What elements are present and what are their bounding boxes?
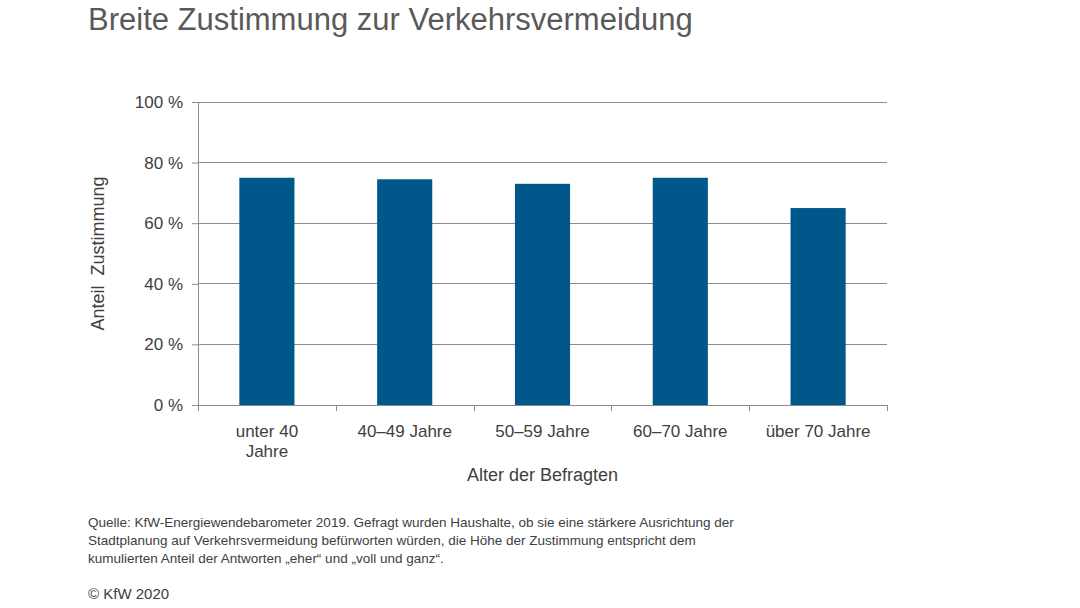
x-tick-label: unter 40Jahre	[236, 422, 298, 461]
y-tick-label: 40 %	[144, 275, 183, 294]
y-axis-line	[198, 103, 199, 406]
y-tick-mark	[192, 344, 198, 345]
y-tick-label: 100 %	[135, 93, 183, 112]
y-axis: 0 % 20 % 40 % 60 % 80 % 100 %	[135, 93, 199, 415]
grid-line	[198, 102, 887, 103]
category-separator	[749, 405, 750, 411]
annotation: Quelle: KfW-Energiewendebarometer 2019. …	[88, 515, 734, 530]
x-tick: unter 40Jahre	[236, 405, 298, 461]
x-tick: 60–70 Jahre	[633, 405, 728, 441]
x-axis: unter 40Jahre 40–49 Jahre 50–59 Jahre 60–70…	[199, 405, 888, 461]
category-separator	[611, 405, 612, 411]
y-tick-mark	[192, 223, 198, 224]
y-tick-mark	[192, 102, 198, 103]
y-tick: 60 %	[144, 214, 198, 233]
bar	[515, 184, 570, 405]
y-tick-mark	[192, 163, 198, 164]
y-tick: 80 %	[144, 154, 198, 173]
x-tick: über 70 Jahre	[766, 405, 871, 441]
x-tick: 50–59 Jahre	[495, 405, 590, 441]
bar	[653, 178, 708, 405]
x-tick-label-line: 50–59 Jahre	[495, 422, 590, 441]
category-separator	[198, 405, 199, 411]
category-separator	[474, 405, 475, 411]
x-tick: 40–49 Jahre	[357, 405, 452, 441]
bar	[791, 208, 846, 405]
y-tick-label: 20 %	[144, 335, 183, 354]
bars	[239, 178, 845, 405]
y-tick-label: 80 %	[144, 154, 183, 173]
y-tick-label: 60 %	[144, 214, 183, 233]
y-axis-title: Anteil Zustimmung	[88, 176, 108, 330]
y-tick: 0 %	[154, 396, 198, 415]
bar	[239, 178, 294, 405]
x-axis-line	[199, 405, 888, 406]
x-tick-label-line: Jahre	[246, 442, 289, 461]
grid-line	[198, 162, 887, 163]
y-tick: 40 %	[144, 275, 198, 294]
annotation: © KfW 2020	[88, 585, 169, 602]
category-separators	[199, 405, 888, 411]
category-separator	[336, 405, 337, 411]
y-tick: 20 %	[144, 335, 198, 354]
x-tick-label: über 70 Jahre	[766, 422, 871, 441]
x-tick-label-line: über 70 Jahre	[766, 422, 871, 441]
y-tick-label: 0 %	[154, 396, 183, 415]
x-tick-label-line: unter 40	[236, 422, 298, 441]
x-axis-title: Alter der Befragten	[467, 465, 618, 485]
y-tick-mark	[192, 284, 198, 285]
x-tick-label: 60–70 Jahre	[633, 422, 728, 441]
bar	[377, 179, 432, 405]
annotation: kumulierten Anteil der Antworten „eher“ …	[88, 551, 444, 566]
x-tick-label-line: 60–70 Jahre	[633, 422, 728, 441]
category-separator	[887, 405, 888, 411]
x-tick-label: 40–49 Jahre	[357, 422, 452, 441]
x-tick-label: 50–59 Jahre	[495, 422, 590, 441]
annotation: Stadtplanung auf Verkehrsvermeidung befü…	[88, 533, 696, 548]
chart: Breite Zustimmung zur Verkehrsvermeidung…	[0, 0, 1080, 608]
title: Breite Zustimmung zur Verkehrsvermeidung	[88, 2, 693, 37]
y-tick: 100 %	[135, 93, 198, 112]
x-tick-label-line: 40–49 Jahre	[357, 422, 452, 441]
y-tick-mark	[192, 405, 198, 406]
grid	[198, 102, 887, 405]
